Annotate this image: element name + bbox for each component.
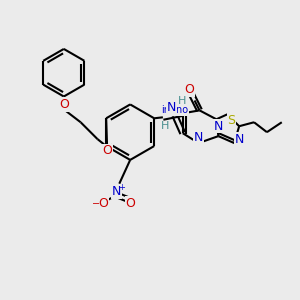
Text: H: H	[161, 121, 169, 131]
Text: N: N	[194, 130, 203, 144]
Text: −: −	[92, 199, 101, 208]
Text: S: S	[227, 114, 235, 127]
Text: O: O	[185, 83, 195, 96]
Text: O: O	[98, 197, 108, 210]
Text: +: +	[118, 183, 125, 192]
Text: O: O	[103, 145, 112, 158]
Text: N: N	[167, 101, 176, 114]
Text: H: H	[178, 97, 186, 106]
Text: O: O	[125, 197, 135, 210]
Text: N: N	[235, 133, 244, 146]
Text: imino: imino	[161, 105, 188, 116]
Text: O: O	[59, 98, 69, 111]
Text: N: N	[112, 185, 121, 198]
Text: N: N	[214, 120, 223, 133]
